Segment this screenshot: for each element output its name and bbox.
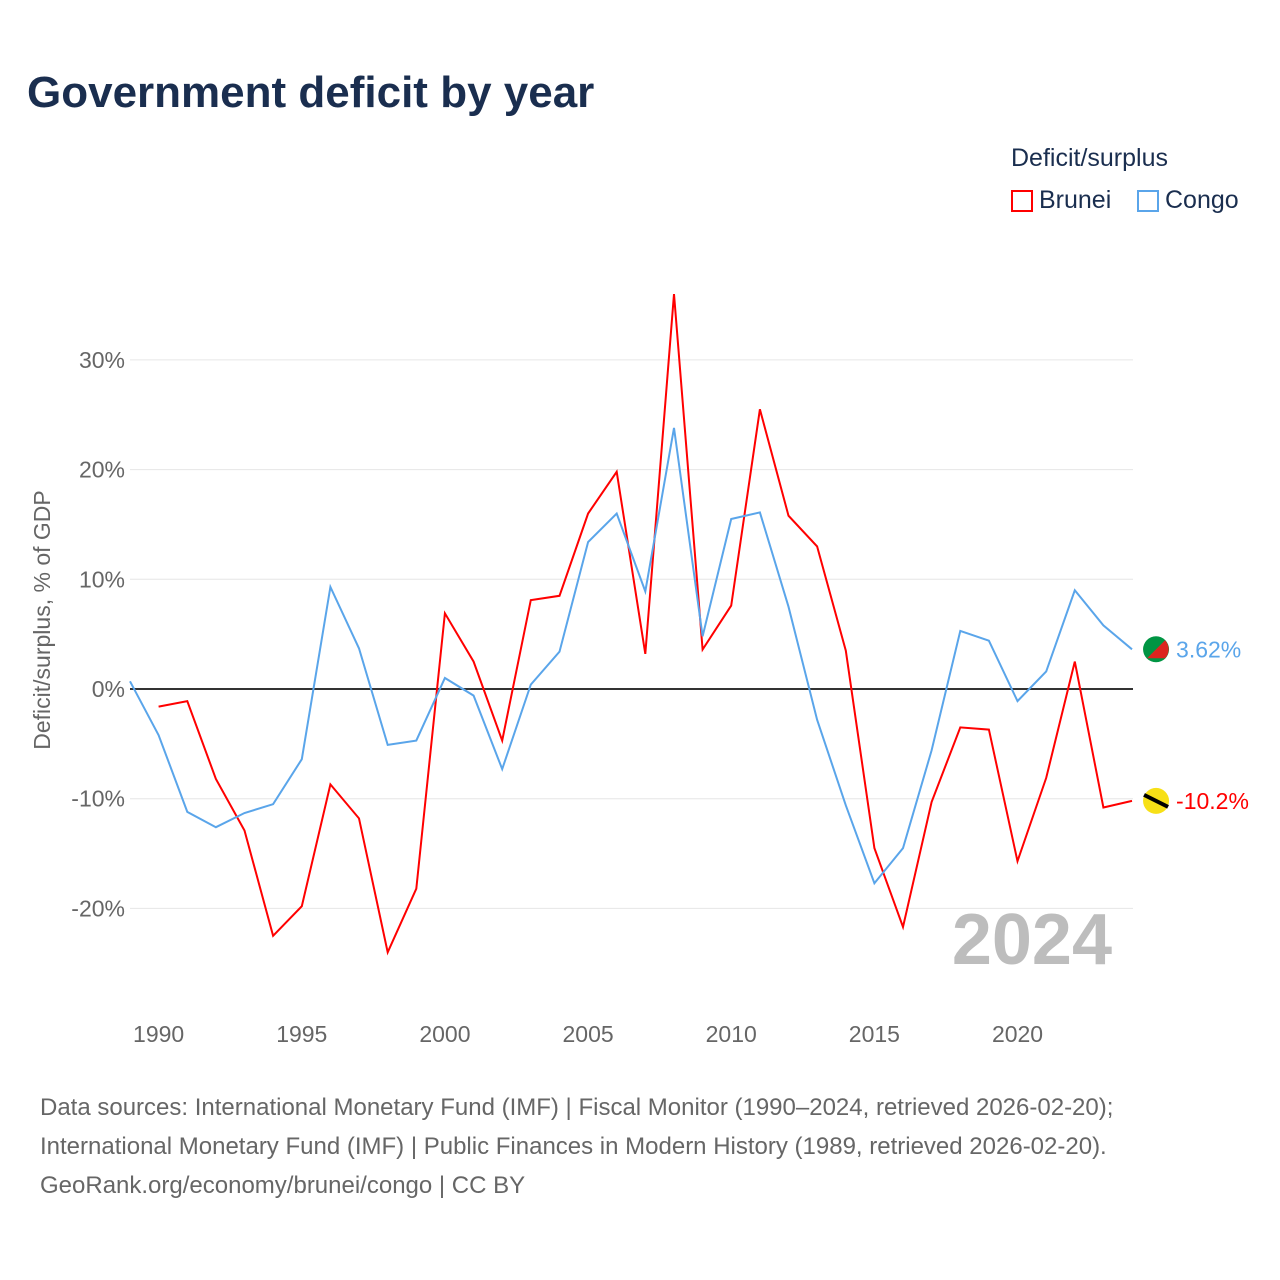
end-label-brunei: -10.2% [1176, 788, 1249, 814]
legend-label: Congo [1165, 186, 1239, 214]
series-line-brunei [158, 294, 1133, 956]
legend-item-brunei[interactable]: Brunei [1011, 186, 1111, 215]
y-tick-label: -10% [71, 786, 125, 812]
x-tick-label: 2020 [992, 1021, 1043, 1047]
source-line: Data sources: International Monetary Fun… [40, 1094, 1114, 1121]
legend-swatch [1137, 189, 1159, 212]
data-sources: Data sources: International Monetary Fun… [40, 1088, 1113, 1205]
end-label-congo: 3.62% [1176, 636, 1241, 662]
x-tick-label: 2000 [419, 1021, 470, 1047]
x-tick-label: 1995 [276, 1021, 327, 1047]
legend-title: Deficit/surplus [1011, 144, 1168, 172]
flag-stripe [1143, 793, 1169, 809]
legend-label: Brunei [1039, 186, 1112, 214]
y-tick-label: 20% [79, 457, 125, 483]
series-line-congo [129, 427, 1133, 886]
chart-title: Government deficit by year [27, 68, 595, 117]
y-tick-label: 30% [79, 347, 125, 373]
year-watermark: 2024 [952, 900, 1112, 980]
x-tick-label: 2015 [849, 1021, 900, 1047]
source-link[interactable]: GeoRank.org/economy/brunei/congo | CC BY [40, 1172, 526, 1199]
x-tick-label: 2005 [562, 1021, 613, 1047]
source-line: International Monetary Fund (IMF) | Publ… [40, 1133, 1107, 1160]
y-tick-label: 10% [79, 566, 125, 592]
x-tick-label: 1990 [133, 1021, 184, 1047]
y-tick-label: -20% [71, 895, 125, 921]
y-axis-label: Deficit/surplus, % of GDP [29, 490, 55, 749]
legend-item-congo[interactable]: Congo [1137, 186, 1239, 215]
y-tick-label: 0% [92, 676, 125, 702]
flag-stripe [1147, 640, 1169, 659]
x-tick-label: 2010 [706, 1021, 757, 1047]
legend-swatch [1011, 189, 1033, 212]
